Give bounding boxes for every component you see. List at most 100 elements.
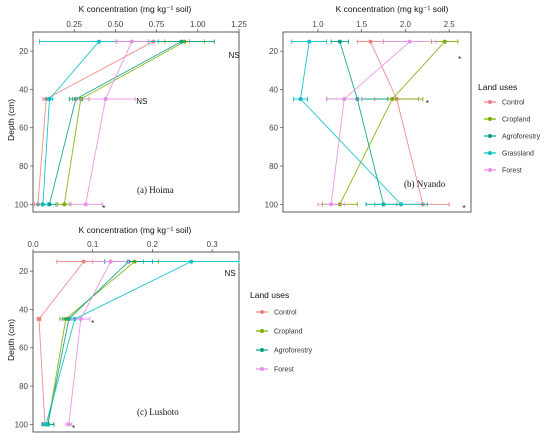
panel-b-annotation: *	[462, 204, 465, 213]
legend-item-control: Control	[256, 310, 297, 317]
legend-label-agroforestry: Agroforestry	[274, 348, 313, 355]
panel-c-point-forest	[66, 422, 71, 427]
panel-c-annotation: NS	[224, 269, 235, 278]
panel-b-point-agroforestry	[337, 39, 342, 44]
panel-b-point-forest	[342, 97, 347, 102]
panel-a-y-tick-label: 40	[19, 85, 28, 94]
legend-swatch-point	[488, 134, 492, 138]
panel-b-y-tick-label: 100	[265, 200, 279, 209]
panel-b-point-forest	[407, 39, 412, 44]
legend-swatch-point	[260, 348, 264, 352]
panel-a-y-tick-label: 100	[15, 200, 29, 209]
panel-b-x-tick-label: 1.5	[356, 20, 368, 29]
panel-b-y-tick-label: 40	[269, 85, 278, 94]
legend-item-cropland: Cropland	[484, 117, 531, 124]
legend-label-forest: Forest	[274, 367, 294, 374]
panel-a-label: (a) Hoima	[137, 185, 174, 195]
legend-label-control: Control	[274, 310, 297, 317]
panel-c-x-tick-label: 0.2	[147, 240, 159, 249]
panel-b-x-tick-label: 1.0	[312, 20, 324, 29]
legend-label-agroforestry: Agroforestry	[502, 134, 541, 141]
panel-a-point-agroforestry	[179, 39, 184, 44]
panel-c-annotation: *	[72, 424, 75, 433]
panel-a-x-tick-label: 0.25	[66, 20, 82, 29]
panel-a-y-tick-label: 60	[19, 124, 28, 133]
panel-a-point-grassland	[40, 202, 45, 207]
panel-c-xlabel: K concentration (mg kg⁻¹ soil)	[79, 225, 192, 235]
panel-a-annotation: NS	[228, 51, 239, 60]
legend-label-grassland: Grassland	[502, 151, 534, 158]
panel-b-point-forest	[329, 202, 334, 207]
panel-c-series-forest	[65, 259, 129, 427]
panel-a-point-grassland	[47, 97, 52, 102]
panel-b-frame	[282, 31, 472, 213]
panel-a-xlabel: K concentration (mg kg⁻¹ soil)	[79, 4, 192, 14]
panel-b-point-cropland	[390, 97, 395, 102]
panel-c-point-grassland	[44, 422, 49, 427]
panel-c-y-tick-label: 20	[19, 267, 28, 276]
panel-c-x-tick-label: 0.0	[27, 240, 39, 249]
panel-a-y-tick-label: 80	[19, 162, 28, 171]
panel-b-plot-area	[291, 39, 459, 207]
legend-bottom-items: Control Cropland Agroforestry Forest	[256, 310, 313, 374]
panel-a-x-ticks: 0.25 0.50 0.75 1.00 1.25	[66, 20, 247, 32]
panel-c-annotations: NS * *	[72, 269, 236, 433]
panel-c-point-control	[81, 259, 86, 264]
panel-c-point-forest	[78, 317, 83, 322]
panel-a-point-forest	[103, 97, 108, 102]
panel-c-y-tick-label: 100	[15, 420, 29, 429]
panel-a-point-agroforestry	[47, 202, 52, 207]
legend-swatch-point	[488, 100, 492, 104]
panel-b-y-tick-label: 80	[269, 162, 278, 171]
panel-c-point-forest	[108, 259, 113, 264]
panel-a-x-tick-label: 1.25	[231, 20, 247, 29]
panel-b-point-grassland	[399, 202, 404, 207]
legend-label-forest: Forest	[502, 168, 522, 175]
panel-a-x-tick-label: 0.50	[108, 20, 124, 29]
panel-a-y-tick-label: 20	[19, 47, 28, 56]
panel-c-ylabel: Depth (cm)	[6, 319, 16, 361]
panel-c-y-tick-label: 60	[19, 344, 28, 353]
panel-a-point-forest	[129, 39, 134, 44]
legend-label-cropland: Cropland	[274, 329, 303, 336]
panel-b-series-cropland	[321, 39, 459, 207]
panel-b-annotations: * * *	[426, 55, 466, 213]
legend-bottom-title: Land uses	[250, 290, 289, 300]
panel-nyando: K concentration (mg kg⁻¹ soil) 1.0 1.5 2.0…	[265, 4, 472, 213]
legend-item-forest: Forest	[256, 367, 294, 374]
panel-b-point-grassland	[307, 39, 312, 44]
panel-b-xlabel: K concentration (mg kg⁻¹ soil)	[336, 4, 449, 14]
panel-b-series-grassland	[291, 39, 428, 207]
panel-a-point-grassland	[96, 39, 101, 44]
legend-label-cropland: Cropland	[502, 117, 531, 124]
panel-b-annotation: *	[458, 55, 461, 64]
legend-swatch-point	[488, 151, 492, 155]
legend-swatch-point	[260, 329, 264, 333]
panel-hoima: K concentration (mg kg⁻¹ soil) Depth (cm…	[6, 4, 247, 213]
panel-a-annotation: *	[102, 204, 105, 213]
panel-b-x-tick-label: 2.0	[400, 20, 412, 29]
panel-c-y-tick-label: 80	[19, 382, 28, 391]
panel-a-point-forest	[83, 202, 88, 207]
panel-a-plot-area	[34, 39, 215, 207]
legend-item-agroforestry: Agroforestry	[256, 348, 313, 355]
panel-b-label: (b) Nyando	[404, 179, 446, 189]
panel-b-x-tick-label: 2.5	[444, 20, 456, 29]
panel-b-series-forest	[317, 39, 437, 207]
panel-c-label: (c) Lushoto	[137, 407, 179, 417]
panel-b-y-ticks: 20 40 60 80 100	[265, 47, 283, 209]
panel-b-point-cropland	[442, 39, 447, 44]
legend-swatch-point	[488, 168, 492, 172]
panel-c-y-tick-label: 40	[19, 305, 28, 314]
legend-item-grassland: Grassland	[484, 151, 534, 158]
panel-a-ylabel: Depth (cm)	[6, 99, 16, 141]
panel-a-annotations: NS NS *	[102, 51, 239, 213]
legend-swatch-point	[488, 117, 492, 121]
panel-c-plot-area	[36, 259, 240, 427]
panel-c-point-control	[36, 317, 41, 322]
panel-c-x-ticks: 0.0 0.1 0.2 0.3	[27, 240, 218, 252]
legend-item-cropland: Cropland	[256, 329, 303, 336]
legend-item-agroforestry: Agroforestry	[484, 134, 541, 141]
panel-a-point-cropland	[62, 202, 67, 207]
